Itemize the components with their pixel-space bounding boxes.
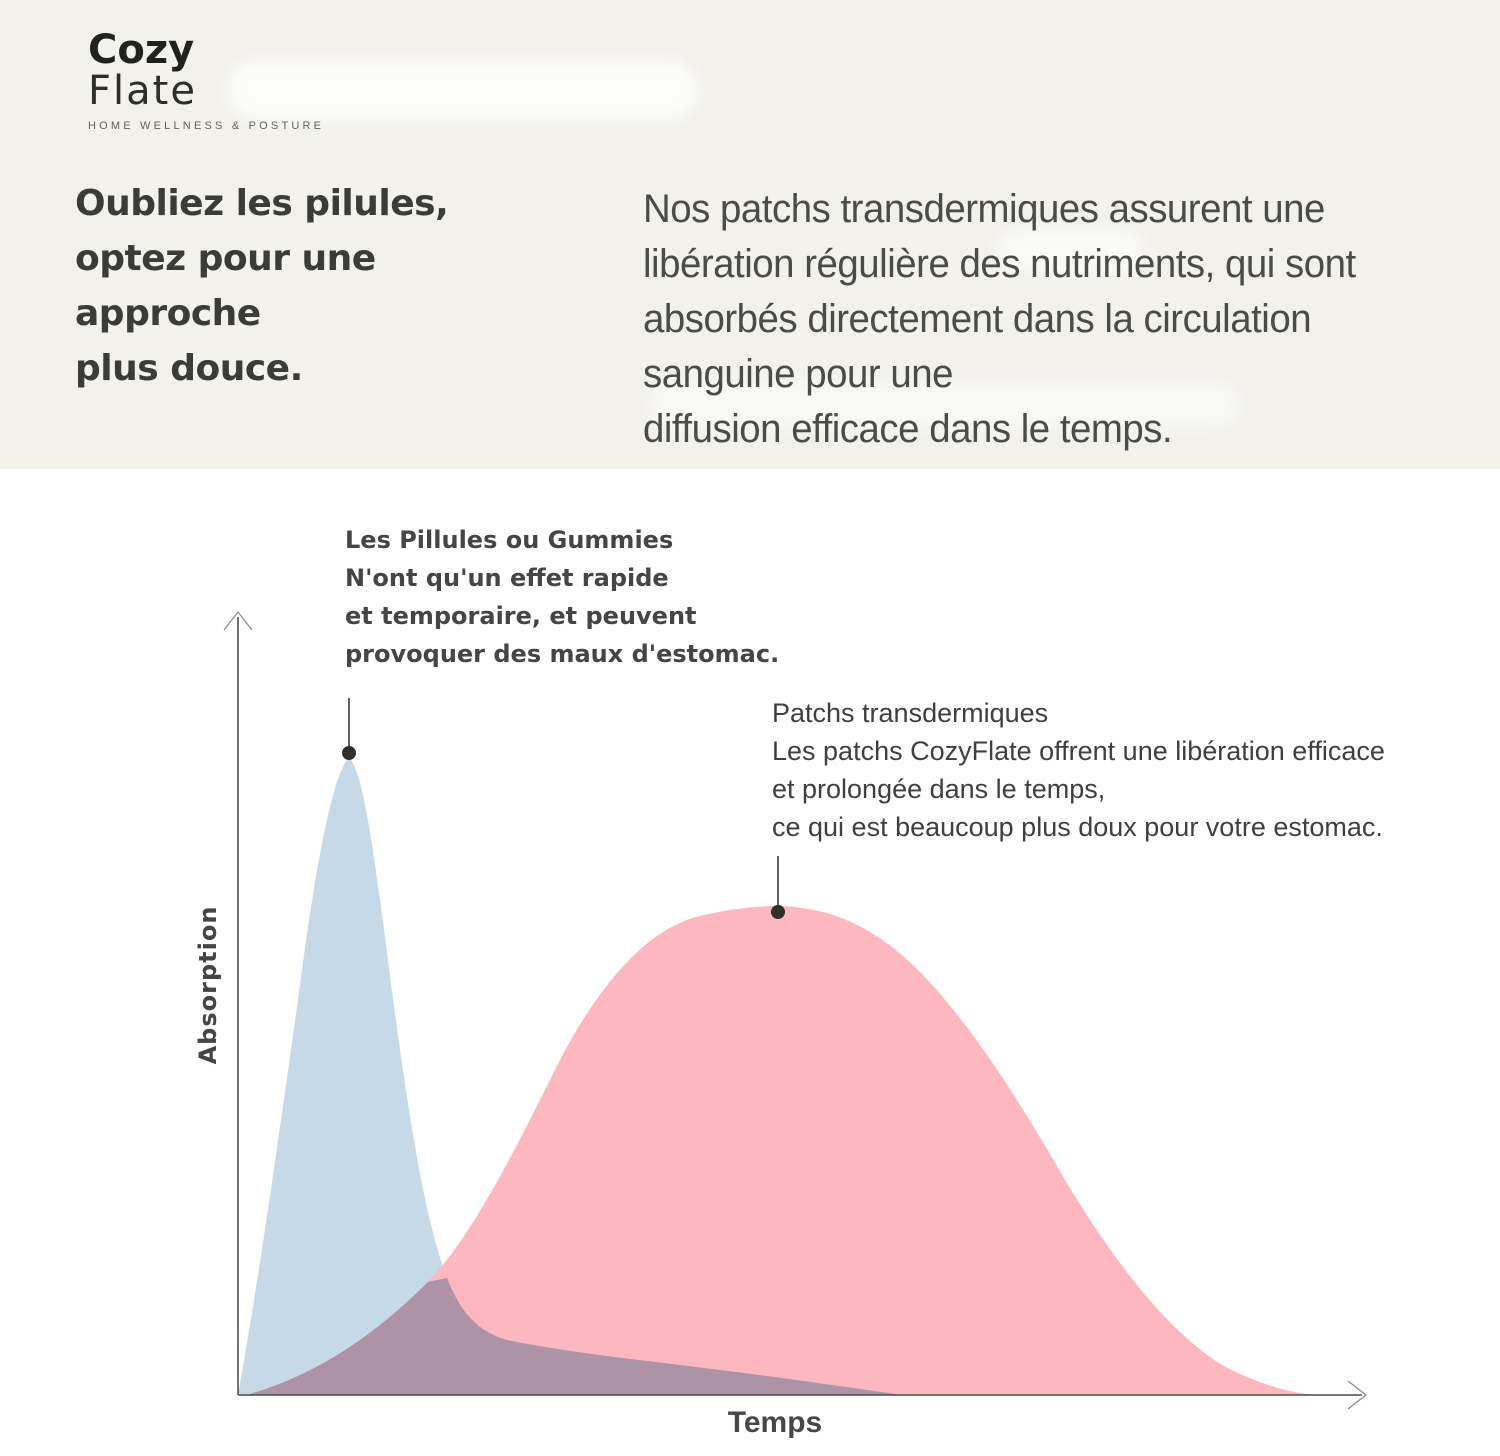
y-axis-arrow-icon bbox=[223, 610, 253, 631]
logo-word-flate: Flate bbox=[88, 68, 197, 114]
page-title: Oubliez les pilules, optez pour une appr… bbox=[75, 176, 449, 396]
logo-tagline: HOME WELLNESS & POSTURE bbox=[88, 120, 325, 132]
background-smudge bbox=[228, 60, 698, 120]
background-smudge bbox=[995, 228, 1145, 272]
pills-annotation: Les Pillules ou Gummies N'ont qu'un effe… bbox=[345, 521, 779, 673]
x-axis-label: Temps bbox=[727, 1406, 823, 1439]
patch-annotation-line: Patchs transdermiques bbox=[772, 698, 1049, 728]
pills-curve-area bbox=[238, 758, 903, 1395]
intro-line: absorbés directement dans la circulation bbox=[643, 297, 1312, 341]
header-section: Cozy Flate HOME WELLNESS & POSTURE Oubli… bbox=[0, 0, 1500, 469]
patch-annotation-line: ce qui est beaucoup plus doux pour votre… bbox=[772, 812, 1383, 842]
curves-overlap-region bbox=[246, 1278, 903, 1395]
y-axis-label: Absorption bbox=[194, 905, 222, 1065]
intro-paragraph: Nos patchs transdermiques assurent une l… bbox=[643, 182, 1356, 457]
patch-peak-marker bbox=[771, 905, 785, 919]
page-title-line: optez pour une bbox=[75, 238, 376, 279]
patch-curve-area bbox=[246, 906, 1316, 1395]
background-smudge bbox=[650, 382, 1240, 428]
page-title-line: Oubliez les pilules, bbox=[75, 183, 449, 224]
intro-line: diffusion efficace dans le temps. bbox=[643, 407, 1173, 451]
x-axis-arrow-icon bbox=[1347, 1380, 1368, 1410]
patch-annotation-line: Les patchs CozyFlate offrent une libérat… bbox=[772, 736, 1385, 766]
page-title-line: plus douce. bbox=[75, 348, 303, 389]
intro-line: libération régulière des nutriments, qui… bbox=[643, 242, 1356, 286]
intro-line: sanguine pour une bbox=[643, 352, 953, 396]
pills-annotation-line: et temporaire, et peuvent bbox=[345, 602, 697, 630]
logo-word-cozy: Cozy bbox=[88, 27, 195, 73]
patch-annotation: Patchs transdermiques Les patchs CozyFla… bbox=[772, 694, 1385, 846]
pills-annotation-line: N'ont qu'un effet rapide bbox=[345, 564, 669, 592]
patch-annotation-line: et prolongée dans le temps, bbox=[772, 774, 1106, 804]
intro-line: Nos patchs transdermiques assurent une bbox=[643, 187, 1325, 231]
page-title-line: approche bbox=[75, 293, 261, 334]
pills-annotation-line: Les Pillules ou Gummies bbox=[345, 526, 674, 554]
pills-peak-marker bbox=[342, 746, 356, 760]
pills-annotation-line: provoquer des maux d'estomac. bbox=[345, 640, 780, 668]
brand-logo: Cozy Flate HOME WELLNESS & POSTURE bbox=[88, 30, 324, 132]
